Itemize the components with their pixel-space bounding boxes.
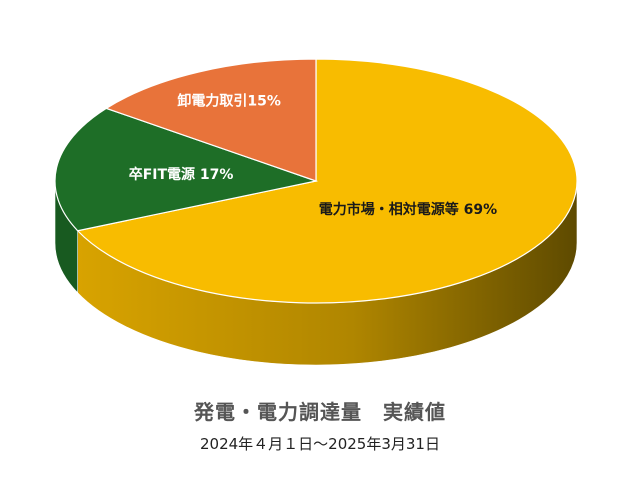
chart-subtitle: 2024年４月１日～2025年3月31日 [200, 435, 440, 453]
pie-slice-label-2: 卸電力取引15% [177, 92, 281, 109]
pie-chart-area: 電力市場・相対電源等 69% 卒FIT電源 17% 卸電力取引15% [54, 58, 578, 366]
pie-chart: 電力市場・相対電源等 69% 卒FIT電源 17% 卸電力取引15% [54, 58, 578, 366]
pie-slice-1 [54, 107, 319, 232]
chart-title: 発電・電力調達量 実績値 [194, 400, 446, 424]
pie-slice-2 [104, 58, 317, 182]
pie-slice-label-0: 電力市場・相対電源等 69% [319, 201, 497, 218]
pie-slice-label-1: 卒FIT電源 17% [129, 166, 234, 183]
pie-slice-0 [76, 58, 578, 304]
